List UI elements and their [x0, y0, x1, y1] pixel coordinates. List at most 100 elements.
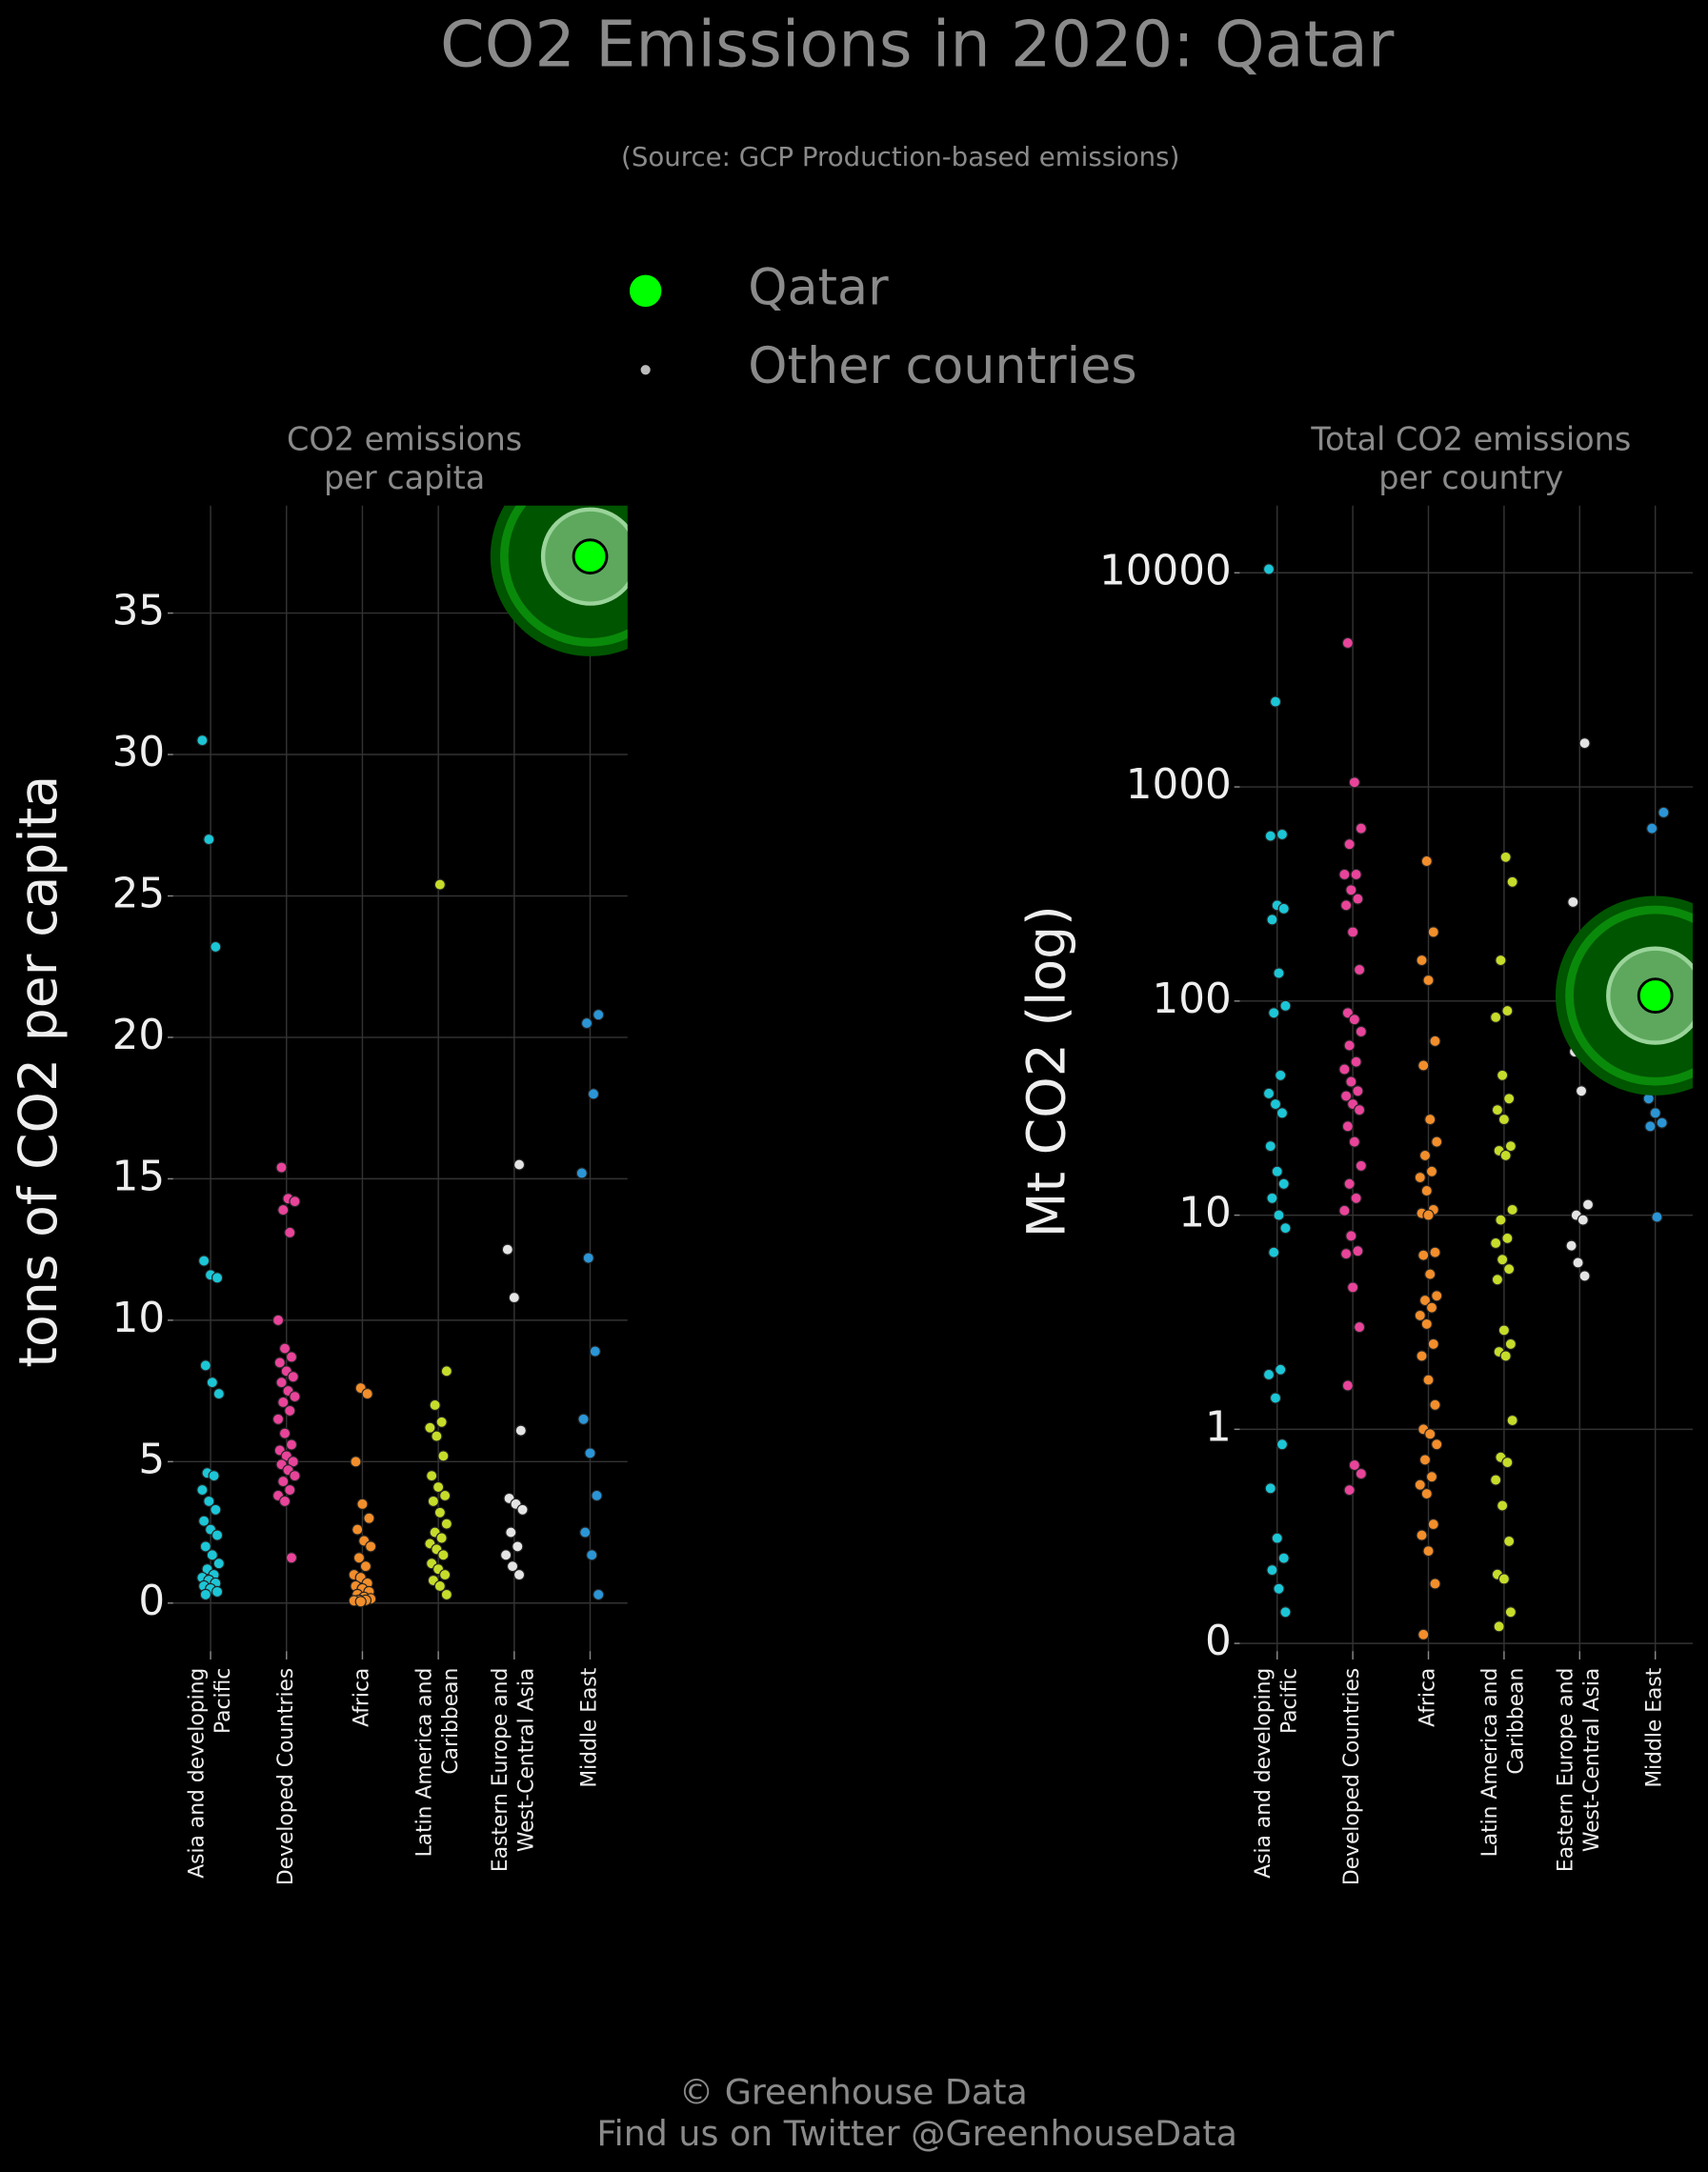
data-point — [437, 1450, 450, 1462]
data-point — [1417, 1249, 1430, 1261]
y-tick-label: 10 — [112, 1295, 166, 1342]
data-point — [1644, 1120, 1657, 1133]
x-tick-label: Developed Countries — [274, 1668, 298, 1885]
data-point — [1273, 1582, 1285, 1595]
highlight-point — [572, 538, 609, 575]
data-point — [1649, 1107, 1661, 1119]
data-point — [1276, 1438, 1289, 1451]
data-point — [1422, 974, 1435, 987]
data-point — [1651, 1211, 1663, 1223]
x-tick-label: Eastern Europe and West-Central Asia — [489, 1668, 539, 1872]
data-point — [1343, 1484, 1356, 1497]
legend-label: Other countries — [748, 337, 1136, 395]
data-point — [1424, 1428, 1437, 1440]
legend-marker — [639, 363, 653, 376]
data-point — [361, 1387, 373, 1400]
data-point — [1343, 838, 1356, 851]
data-point — [587, 1088, 600, 1100]
data-point — [1429, 1246, 1441, 1258]
data-point — [1495, 1214, 1507, 1226]
data-point — [1341, 636, 1354, 650]
data-point — [433, 1506, 446, 1518]
data-point — [278, 1495, 291, 1508]
data-point — [1277, 1552, 1290, 1564]
x-tick-label: Asia and developing Pacific — [1252, 1668, 1302, 1879]
data-point — [1268, 1246, 1280, 1258]
data-point — [212, 1387, 225, 1400]
data-point — [273, 1357, 286, 1369]
data-point — [593, 1009, 605, 1021]
panel-title: CO2 emissions per capita — [287, 420, 522, 496]
data-point — [433, 1579, 446, 1593]
data-point — [363, 1512, 375, 1524]
data-point — [1279, 1222, 1292, 1235]
data-point — [271, 1314, 285, 1326]
data-point — [1353, 963, 1366, 976]
page-subtitle: (Source: GCP Production-based emissions) — [621, 141, 1179, 172]
data-point — [512, 1568, 526, 1581]
data-point — [1417, 1628, 1430, 1640]
data-point — [284, 1483, 296, 1497]
data-point — [433, 878, 446, 891]
data-point — [1429, 1398, 1441, 1411]
data-point — [356, 1498, 369, 1510]
data-point — [1352, 1085, 1364, 1097]
data-point — [1420, 1317, 1433, 1331]
data-point — [1497, 1113, 1511, 1126]
data-point — [197, 1255, 211, 1267]
data-point — [289, 1470, 301, 1482]
data-point — [1262, 1087, 1276, 1099]
data-point — [435, 1416, 448, 1428]
data-point — [278, 1342, 291, 1355]
y-axis-label: Mt CO2 (log) — [1016, 905, 1077, 1237]
x-tick-label: Eastern Europe and West-Central Asia — [1554, 1668, 1604, 1872]
data-point — [1422, 1545, 1435, 1558]
data-point — [1490, 1474, 1502, 1486]
data-point — [1343, 1177, 1356, 1190]
x-tick-label: Africa — [350, 1668, 373, 1727]
data-point — [196, 734, 209, 747]
y-tick-label: 1 — [1205, 1403, 1232, 1451]
data-point — [1273, 1209, 1285, 1221]
data-point — [1353, 1104, 1366, 1116]
data-point — [199, 1540, 211, 1553]
data-point — [1501, 1457, 1514, 1469]
data-point — [1340, 899, 1353, 912]
data-point — [1572, 1257, 1584, 1269]
data-point — [1504, 1337, 1517, 1351]
data-point — [1578, 1270, 1591, 1282]
data-point — [1581, 1198, 1595, 1211]
data-point — [1499, 1149, 1512, 1162]
x-tick-label: Latin America and Caribbean — [1478, 1668, 1529, 1858]
data-point — [1276, 1107, 1289, 1119]
data-point — [1418, 1454, 1432, 1466]
data-point — [1276, 828, 1289, 841]
data-point — [350, 1456, 362, 1468]
data-point — [429, 1398, 441, 1412]
data-point — [440, 1518, 452, 1530]
data-point — [427, 1495, 440, 1508]
data-point — [439, 1489, 452, 1502]
data-point — [514, 1424, 527, 1437]
data-point — [1271, 1165, 1283, 1177]
data-point — [591, 1489, 603, 1502]
data-point — [1501, 1232, 1514, 1244]
data-point — [277, 1203, 290, 1217]
y-tick-label: 0 — [1205, 1618, 1232, 1665]
data-point — [1348, 1458, 1360, 1472]
data-point — [271, 1413, 285, 1425]
data-point — [1275, 1363, 1287, 1376]
data-point — [1266, 914, 1278, 926]
data-point — [1422, 1209, 1435, 1221]
data-point — [1565, 1239, 1577, 1252]
data-point — [1279, 999, 1292, 1012]
y-tick-label: 15 — [112, 1153, 166, 1200]
data-point — [284, 1404, 296, 1417]
data-point — [1501, 1005, 1514, 1017]
data-point — [1425, 1165, 1438, 1177]
data-point — [210, 1503, 222, 1516]
data-point — [1420, 855, 1433, 868]
data-point — [211, 1272, 224, 1284]
